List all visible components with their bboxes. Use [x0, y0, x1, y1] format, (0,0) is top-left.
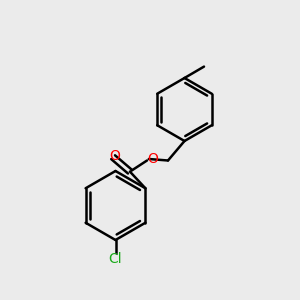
Text: O: O: [109, 149, 120, 163]
Text: Cl: Cl: [109, 252, 122, 266]
Text: O: O: [147, 152, 158, 166]
